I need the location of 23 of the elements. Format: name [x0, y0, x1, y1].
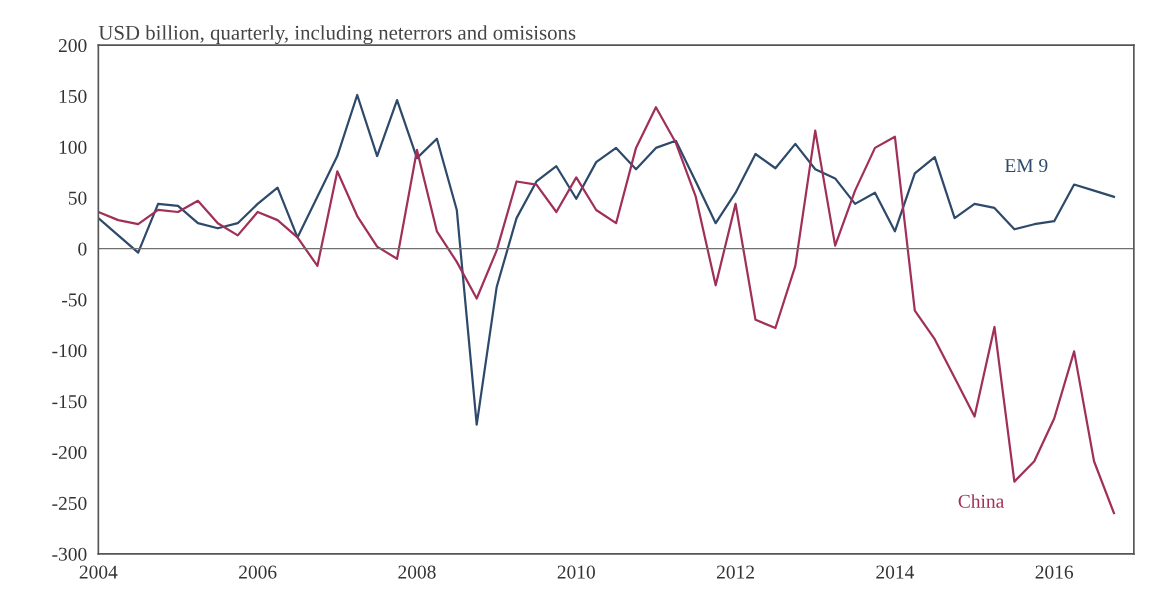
x-tick-label: 2012: [716, 565, 754, 579]
y-tick-label: 150: [59, 89, 87, 103]
line-series: [98, 106, 1116, 515]
y-tick-label: 50: [68, 191, 87, 205]
chart-title: USD billion, quarterly, including neterrors and omisisons: [98, 25, 576, 45]
y-tick-label: -250: [52, 496, 87, 510]
series-label: EM 9: [1004, 159, 1048, 173]
line-series: [98, 93, 1116, 426]
y-tick-label: 200: [58, 38, 87, 53]
x-tick-label: 2008: [398, 565, 436, 579]
x-tick-label: 2010: [557, 565, 595, 579]
y-tick-label: -200: [52, 445, 87, 460]
y-tick-label: 100: [59, 140, 87, 154]
y-tick-label: -50: [62, 293, 87, 307]
series-label: China: [958, 494, 1004, 508]
x-tick-label: 2004: [79, 565, 118, 579]
y-tick-label: -300: [52, 547, 87, 561]
y-tick-label: -100: [52, 344, 87, 358]
x-tick-label: 2014: [876, 565, 915, 579]
y-tick-label: 0: [78, 242, 87, 256]
y-tick-label: -150: [52, 395, 87, 409]
x-tick-label: 2006: [239, 565, 277, 579]
x-tick-label: 2016: [1035, 565, 1074, 579]
